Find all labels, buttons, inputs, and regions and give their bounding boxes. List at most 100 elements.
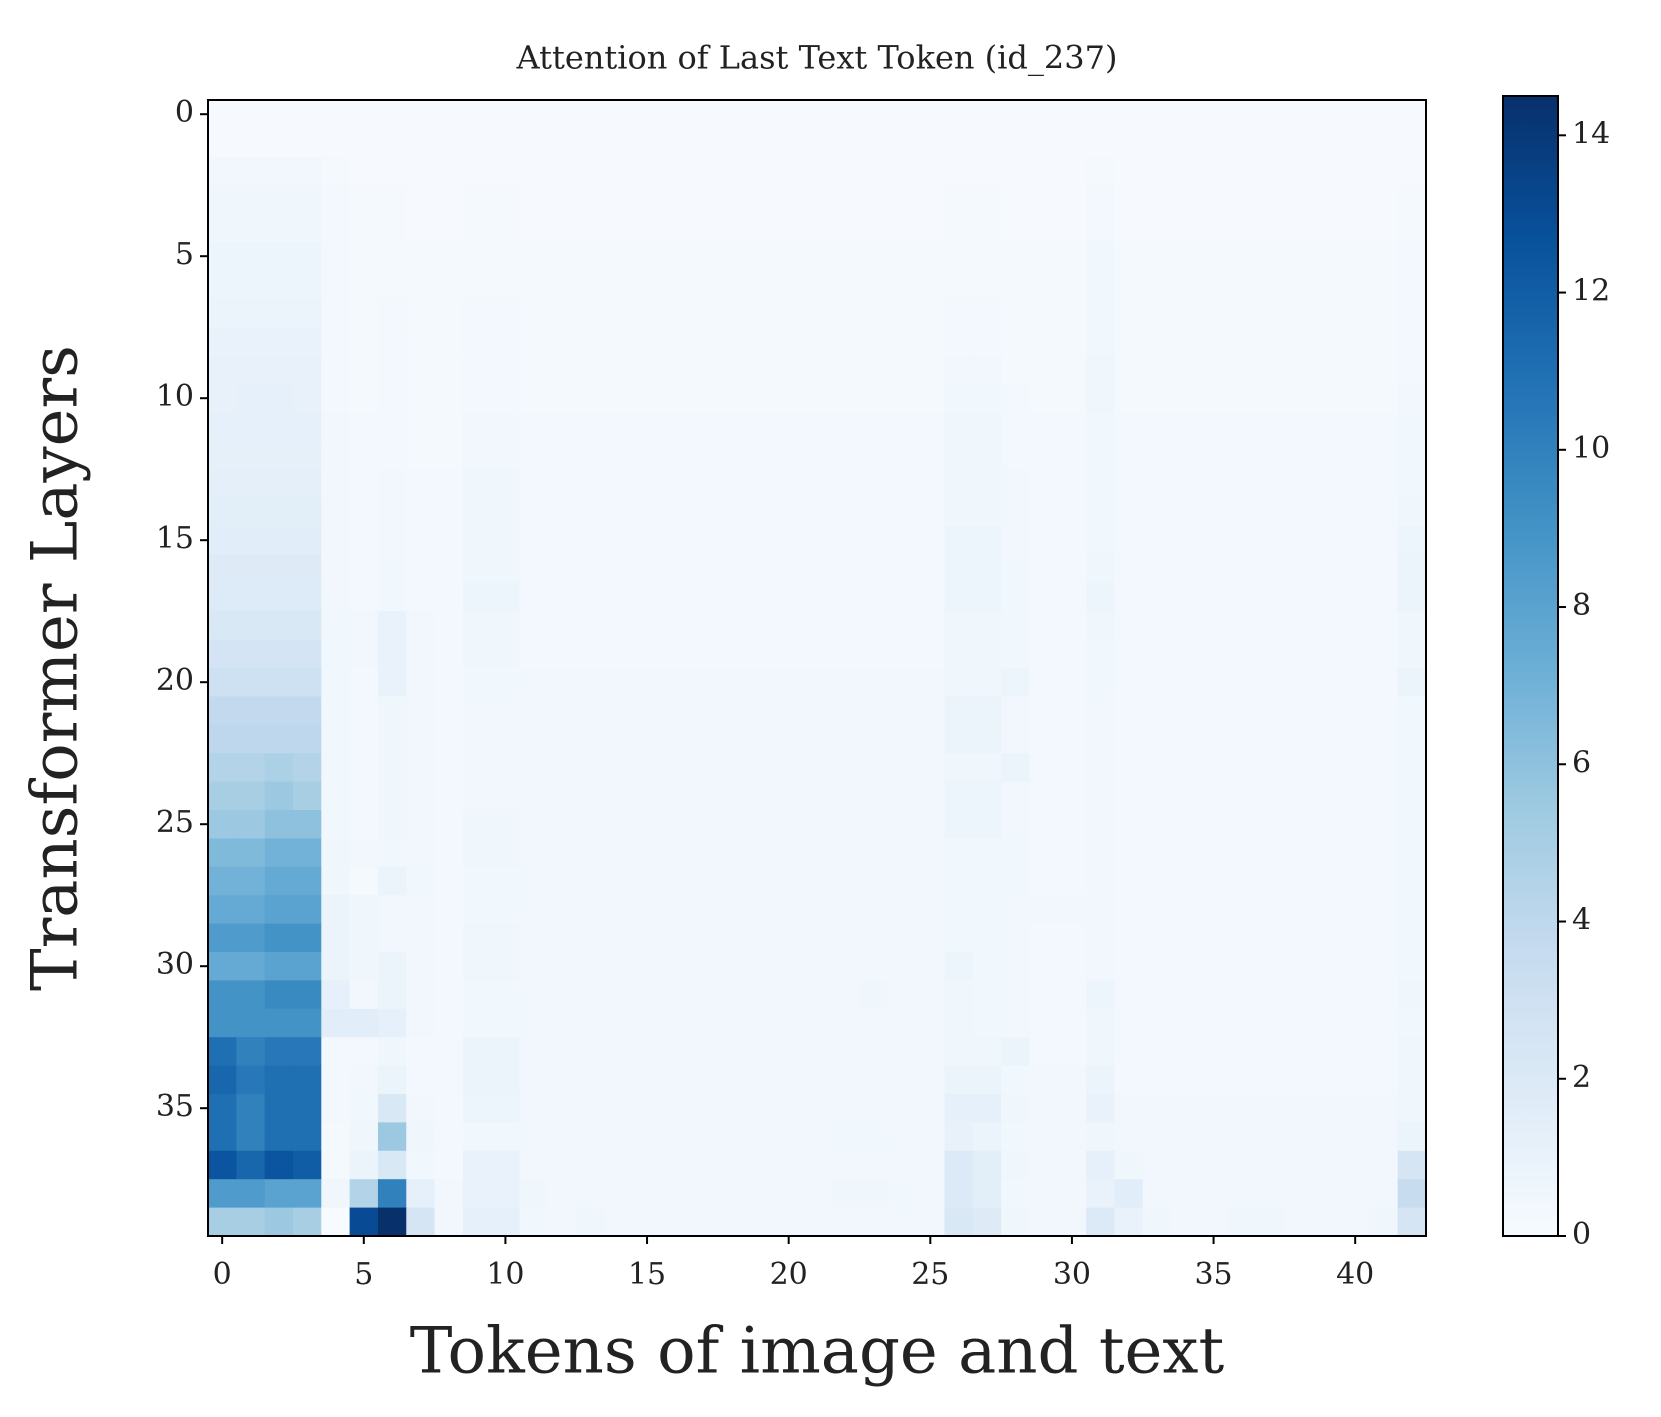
- heatmap-cell: [1397, 469, 1427, 499]
- heatmap-cell: [1397, 554, 1427, 584]
- heatmap-cell: [1312, 554, 1342, 584]
- heatmap-cell: [208, 1207, 237, 1237]
- heatmap-cell: [349, 1037, 379, 1067]
- heatmap-cell: [859, 1037, 889, 1067]
- heatmap-cell: [491, 355, 521, 385]
- heatmap-cell: [717, 298, 747, 328]
- heatmap-cell: [377, 1122, 407, 1152]
- heatmap-cell: [1001, 1065, 1031, 1095]
- heatmap-cell: [1029, 895, 1059, 925]
- heatmap-cell: [377, 469, 407, 499]
- heatmap-cell: [236, 866, 266, 896]
- heatmap-cell: [377, 753, 407, 783]
- heatmap-cell: [887, 724, 917, 754]
- heatmap-cell: [1001, 611, 1031, 641]
- heatmap-cell: [264, 582, 294, 612]
- heatmap-cell: [1312, 582, 1342, 612]
- heatmap-cell: [859, 838, 889, 868]
- heatmap-cell: [1397, 1094, 1427, 1123]
- heatmap-cell: [519, 298, 549, 328]
- heatmap-cell: [1256, 1179, 1285, 1209]
- heatmap-cell: [746, 923, 776, 953]
- heatmap-cell: [604, 1094, 634, 1123]
- heatmap-cell: [377, 384, 407, 413]
- heatmap-cell: [1227, 213, 1257, 243]
- heatmap-cell: [264, 1207, 294, 1237]
- heatmap-cell: [434, 1179, 464, 1209]
- heatmap-cell: [1114, 810, 1144, 839]
- heatmap-cell: [1057, 185, 1087, 215]
- heatmap-cell: [831, 440, 861, 470]
- colorbar-tick-label: 2: [1572, 1060, 1591, 1095]
- heatmap-cell: [831, 1207, 861, 1237]
- heatmap-cell: [689, 497, 719, 527]
- heatmap-cell: [944, 1122, 974, 1152]
- heatmap-cell: [774, 668, 804, 697]
- heatmap-cell: [1142, 440, 1172, 470]
- heatmap-cell: [1256, 1094, 1285, 1123]
- heatmap-cell: [519, 554, 549, 584]
- heatmap-cell: [264, 156, 294, 186]
- heatmap-cell: [746, 838, 776, 868]
- heatmap-cell: [1312, 270, 1342, 300]
- heatmap-cell: [1256, 952, 1285, 981]
- heatmap-cell: [576, 242, 606, 271]
- heatmap-cell: [462, 582, 492, 612]
- heatmap-cell: [462, 1122, 492, 1152]
- heatmap-cell: [1142, 497, 1172, 527]
- heatmap-cell: [434, 213, 464, 243]
- heatmap-cell: [1086, 185, 1116, 215]
- heatmap-cell: [576, 213, 606, 243]
- heatmap-cell: [1114, 895, 1144, 925]
- heatmap-cell: [661, 355, 691, 385]
- heatmap-cell: [1001, 781, 1031, 811]
- heatmap-cell: [661, 469, 691, 499]
- heatmap-cell: [661, 270, 691, 300]
- heatmap-cell: [491, 923, 521, 953]
- heatmap-cell: [661, 1150, 691, 1180]
- heatmap-cell: [717, 866, 747, 896]
- heatmap-cell: [859, 724, 889, 754]
- heatmap-cell: [349, 128, 379, 158]
- heatmap-cell: [689, 611, 719, 641]
- heatmap-cell: [208, 440, 237, 470]
- heatmap-cell: [1057, 639, 1087, 669]
- heatmap-cell: [944, 1094, 974, 1123]
- heatmap-cell: [859, 526, 889, 555]
- heatmap-cell: [1001, 327, 1031, 357]
- heatmap-cell: [236, 128, 266, 158]
- heatmap-cell: [802, 554, 832, 584]
- heatmap-cell: [859, 1179, 889, 1209]
- heatmap-cell: [632, 866, 662, 896]
- heatmap-cell: [208, 1037, 237, 1067]
- heatmap-cell: [1086, 1037, 1116, 1067]
- heatmap-cell: [462, 100, 492, 129]
- heatmap-cell: [1171, 242, 1200, 271]
- heatmap-cell: [1312, 469, 1342, 499]
- heatmap-cell: [321, 242, 351, 271]
- heatmap-cell: [746, 582, 776, 612]
- heatmap-cell: [916, 668, 946, 697]
- heatmap-cell: [944, 980, 974, 1010]
- heatmap-cell: [1312, 526, 1342, 555]
- heatmap-cell: [1284, 639, 1314, 669]
- heatmap-cell: [746, 1065, 776, 1095]
- heatmap-cell: [519, 1122, 549, 1152]
- heatmap-cell: [434, 469, 464, 499]
- heatmap-cell: [264, 753, 294, 783]
- heatmap-cell: [774, 611, 804, 641]
- heatmap-cell: [746, 100, 776, 129]
- heatmap-cell: [887, 781, 917, 811]
- heatmap-cell: [1312, 440, 1342, 470]
- heatmap-cell: [1284, 980, 1314, 1010]
- heatmap-cell: [859, 866, 889, 896]
- heatmap-cell: [1369, 469, 1399, 499]
- heatmap-cell: [1142, 753, 1172, 783]
- heatmap-cell: [1199, 1065, 1229, 1095]
- heatmap-cell: [774, 696, 804, 726]
- heatmap-cell: [632, 1179, 662, 1209]
- heatmap-cell: [859, 1094, 889, 1123]
- heatmap-cell: [1256, 213, 1285, 243]
- heatmap-cell: [689, 668, 719, 697]
- heatmap-cell: [1029, 497, 1059, 527]
